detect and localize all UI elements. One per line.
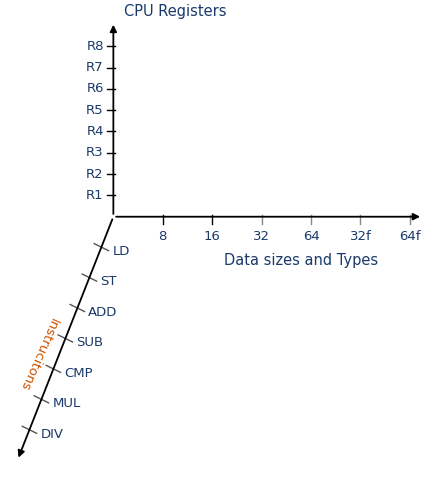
Text: CMP: CMP [65,367,93,380]
Text: R1: R1 [86,189,104,202]
Text: 32f: 32f [350,230,371,244]
Text: 64f: 64f [399,230,421,244]
Text: Instrucitons: Instrucitons [16,316,60,393]
Text: R5: R5 [86,104,104,117]
Text: 64: 64 [303,230,320,244]
Text: 8: 8 [159,230,167,244]
Text: R2: R2 [86,168,104,181]
Text: MUL: MUL [52,397,81,410]
Text: Data sizes and Types: Data sizes and Types [224,253,378,268]
Text: LD: LD [112,245,129,258]
Text: ST: ST [100,276,117,288]
Text: CPU Registers: CPU Registers [124,4,227,19]
Text: R8: R8 [86,40,104,53]
Text: ADD: ADD [89,306,118,319]
Text: 16: 16 [204,230,221,244]
Text: SUB: SUB [76,337,103,349]
Text: R4: R4 [86,125,104,138]
Text: R7: R7 [86,61,104,74]
Text: R6: R6 [86,82,104,95]
Text: 32: 32 [253,230,270,244]
Text: R3: R3 [86,146,104,159]
Text: DIV: DIV [41,428,63,441]
